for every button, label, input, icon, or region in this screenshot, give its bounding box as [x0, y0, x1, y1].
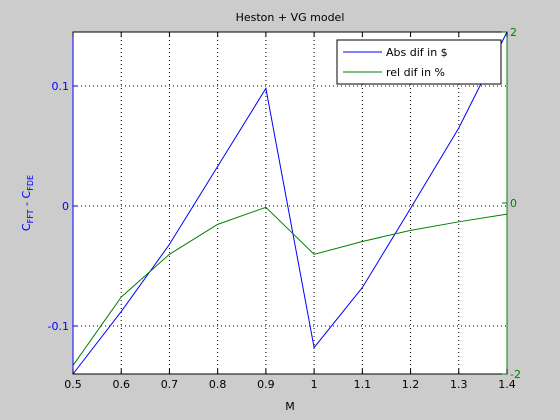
x-tick-label: 0.5 — [64, 378, 82, 391]
x-tick-label: 1.3 — [450, 378, 468, 391]
series-line-abs-dif — [72, 31, 508, 375]
y-right-tick-label: -2 — [510, 368, 521, 381]
legend-label-rel: rel dif in % — [386, 66, 445, 79]
x-axis-label: M — [285, 400, 295, 413]
y-label-main: C — [20, 223, 33, 231]
x-tick-label: 1 — [311, 378, 318, 391]
y-label-sub-fft: FFT — [26, 209, 35, 223]
x-tick-label: 0.8 — [209, 378, 227, 391]
y-left-tick-label: -0.1 — [48, 320, 69, 333]
x-tick-label: 0.6 — [112, 378, 130, 391]
y-label-sub-fde: FDE — [26, 175, 35, 191]
series-line-rel-dif — [72, 206, 508, 366]
y-right-tick-label: 0 — [510, 197, 517, 210]
y-left-tick-label: 0.1 — [52, 80, 70, 93]
x-tick-label: 1.4 — [498, 378, 516, 391]
legend-box — [336, 39, 502, 85]
chart-title: Heston + VG model — [236, 11, 345, 24]
legend: Abs dif in $ rel dif in % — [336, 39, 502, 85]
y-axis-label: CFFT - CFDE — [20, 175, 35, 231]
legend-label-abs: Abs dif in $ — [386, 46, 448, 59]
series-layer — [72, 31, 508, 375]
y-left-tick-label: 0 — [62, 200, 69, 213]
y-label-separator: - C — [20, 190, 33, 209]
x-tick-label: 0.9 — [257, 378, 275, 391]
x-tick-label: 0.7 — [161, 378, 179, 391]
x-tick-label: 1.1 — [354, 378, 372, 391]
y-right-tick-label: 2 — [510, 26, 517, 39]
axis-ticks: 0.5 0.6 0.7 0.8 0.9 1 1.1 1.2 1.3 1.4 -0.1 0 0.1 -2 0 2 — [48, 26, 521, 391]
x-tick-label: 1.2 — [402, 378, 420, 391]
plot-area — [73, 32, 507, 374]
